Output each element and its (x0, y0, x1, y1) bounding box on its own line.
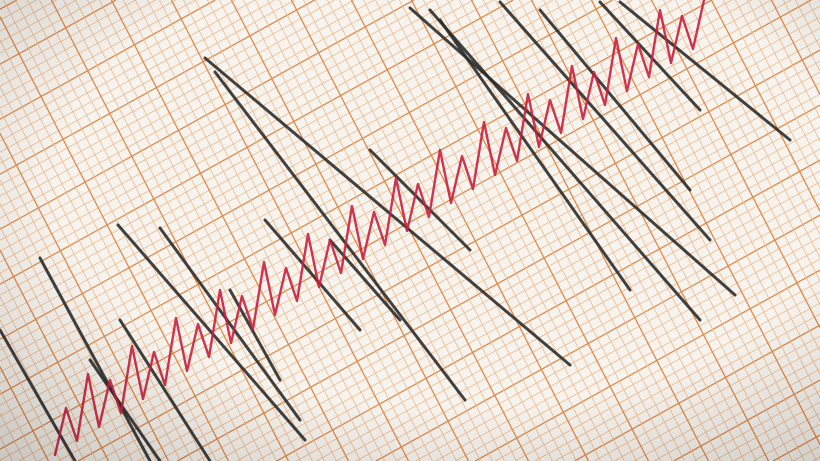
vignette (0, 0, 820, 461)
seismograph-photo (0, 0, 820, 461)
